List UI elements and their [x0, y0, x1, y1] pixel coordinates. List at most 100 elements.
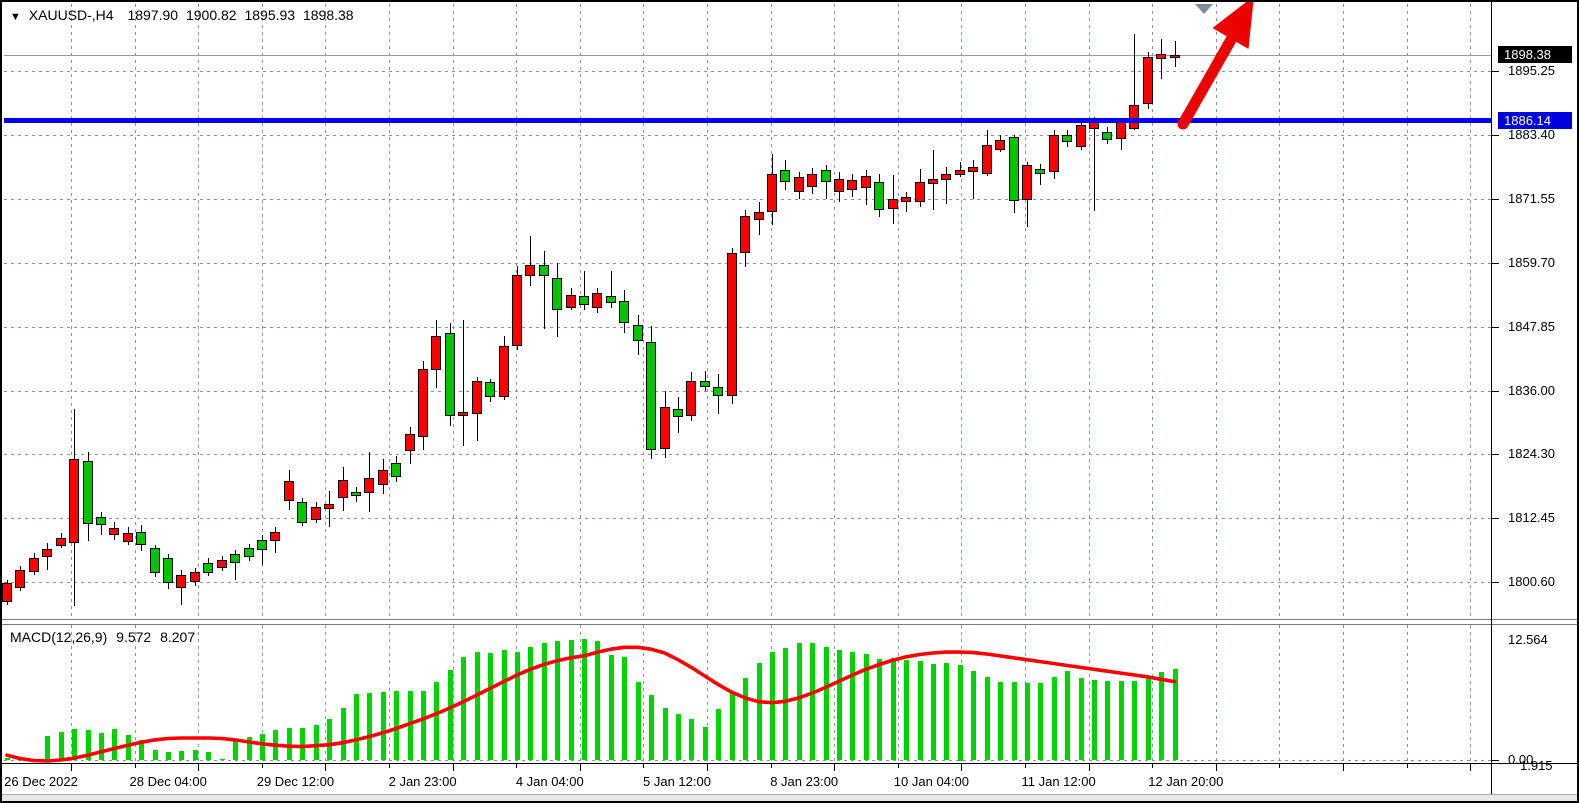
price-axis-tick	[1492, 199, 1499, 200]
bar-close-value: 1898.38	[302, 7, 354, 23]
candle-wick	[973, 160, 974, 199]
gridline-vertical	[325, 4, 327, 619]
macd-histogram-bar	[703, 727, 708, 760]
candle	[525, 265, 535, 276]
time-tick-label: 8 Jan 23:00	[770, 774, 839, 789]
macd-zero-line	[4, 760, 1491, 761]
macd-histogram-bar	[1052, 677, 1057, 760]
candle	[660, 407, 670, 449]
time-tick-label: 10 Jan 04:00	[893, 774, 969, 789]
candle	[646, 342, 656, 450]
candle	[351, 492, 361, 496]
support-hline[interactable]	[4, 118, 1492, 123]
candle	[499, 346, 509, 397]
candle	[217, 560, 227, 568]
gridline-horizontal	[4, 582, 1491, 583]
candle-wick	[1094, 117, 1095, 211]
gridline-vertical	[134, 625, 136, 763]
candle-wick	[1134, 34, 1135, 130]
candle	[136, 532, 146, 545]
time-tick-label: 5 Jan 12:00	[643, 774, 711, 789]
candle	[982, 145, 992, 174]
gridline-horizontal	[4, 391, 1491, 392]
macd-histogram-bar	[810, 643, 815, 760]
gridline-vertical	[1406, 625, 1408, 763]
triangle-marker-icon[interactable]	[1195, 4, 1213, 14]
candle	[901, 197, 911, 202]
macd-histogram-bar	[837, 650, 842, 760]
time-axis-tick	[261, 764, 263, 768]
candle	[472, 381, 482, 414]
candle	[713, 387, 723, 396]
macd-name: MACD(12,26,9)	[10, 629, 108, 645]
candle	[2, 583, 12, 602]
candle	[606, 296, 616, 303]
gridline-vertical	[897, 4, 899, 619]
candle	[56, 538, 66, 546]
price-tick-label: 1847.85	[1508, 319, 1555, 334]
price-tick-label: 1859.70	[1508, 255, 1555, 270]
macd-scale-low-label: 1.915	[1520, 758, 1553, 773]
macd-histogram-bar	[1146, 676, 1151, 760]
gridline-vertical	[770, 4, 772, 619]
macd-histogram-bar	[220, 759, 225, 760]
gridline-vertical	[1343, 625, 1344, 763]
macd-histogram-bar	[528, 647, 533, 760]
macd-histogram-bar	[394, 691, 399, 760]
gridline-vertical	[261, 4, 263, 619]
macd-histogram-bar	[1038, 683, 1043, 760]
candle	[311, 507, 321, 520]
price-axis-tick	[1492, 263, 1499, 264]
candle-wick	[946, 167, 947, 204]
candle	[1143, 57, 1153, 104]
macd-histogram-bar	[341, 708, 346, 760]
macd-histogram-bar	[233, 740, 238, 760]
candle	[780, 170, 790, 182]
time-tick-label: 28 Dec 04:00	[129, 774, 207, 789]
candle	[807, 174, 817, 187]
time-axis-tick	[1470, 764, 1472, 771]
gridline-vertical	[1470, 4, 1472, 619]
candle-wick	[826, 165, 827, 199]
candle	[69, 459, 79, 543]
macd-histogram-bar	[32, 760, 37, 761]
macd-histogram-bar	[663, 708, 668, 760]
gridline-vertical	[834, 4, 836, 619]
candle	[257, 540, 267, 550]
candle-wick	[1161, 39, 1162, 79]
gridline-vertical	[1279, 4, 1281, 619]
macd-histogram-bar	[421, 691, 426, 760]
candle	[270, 532, 280, 541]
macd-histogram-bar	[1119, 681, 1124, 760]
candle	[123, 533, 133, 542]
candle	[485, 382, 495, 397]
macd-histogram-bar	[515, 652, 520, 760]
macd-histogram-bar	[649, 695, 654, 760]
candle	[42, 549, 52, 557]
macd-histogram-bar	[475, 652, 480, 760]
panel-separator[interactable]	[2, 619, 1577, 625]
macd-histogram-bar	[944, 663, 949, 760]
time-axis-tick	[1025, 764, 1026, 768]
macd-histogram-bar	[971, 671, 976, 760]
time-axis-tick	[1215, 764, 1217, 771]
chart-title: ▼ XAUUSD-,H4 1897.90 1900.82 1895.93 189…	[10, 7, 358, 23]
candle	[955, 170, 965, 175]
macd-histogram-bar	[153, 750, 158, 760]
candle	[915, 182, 925, 202]
candle	[968, 167, 978, 172]
time-axis-tick	[643, 764, 645, 768]
macd-histogram-bar	[622, 657, 627, 760]
macd-histogram-bar	[730, 692, 735, 760]
macd-scale-zero-label: 0.00	[1508, 752, 1534, 767]
macd-histogram-bar	[931, 664, 936, 760]
candle	[767, 174, 777, 212]
bar-low-value: 1895.93	[244, 7, 296, 23]
price-tick-label: 1883.40	[1508, 127, 1555, 142]
price-axis-tick	[1492, 71, 1499, 72]
gridline-vertical	[834, 625, 836, 763]
gridline-vertical	[1470, 625, 1472, 763]
candle-wick	[262, 535, 263, 565]
candle	[1035, 169, 1045, 174]
